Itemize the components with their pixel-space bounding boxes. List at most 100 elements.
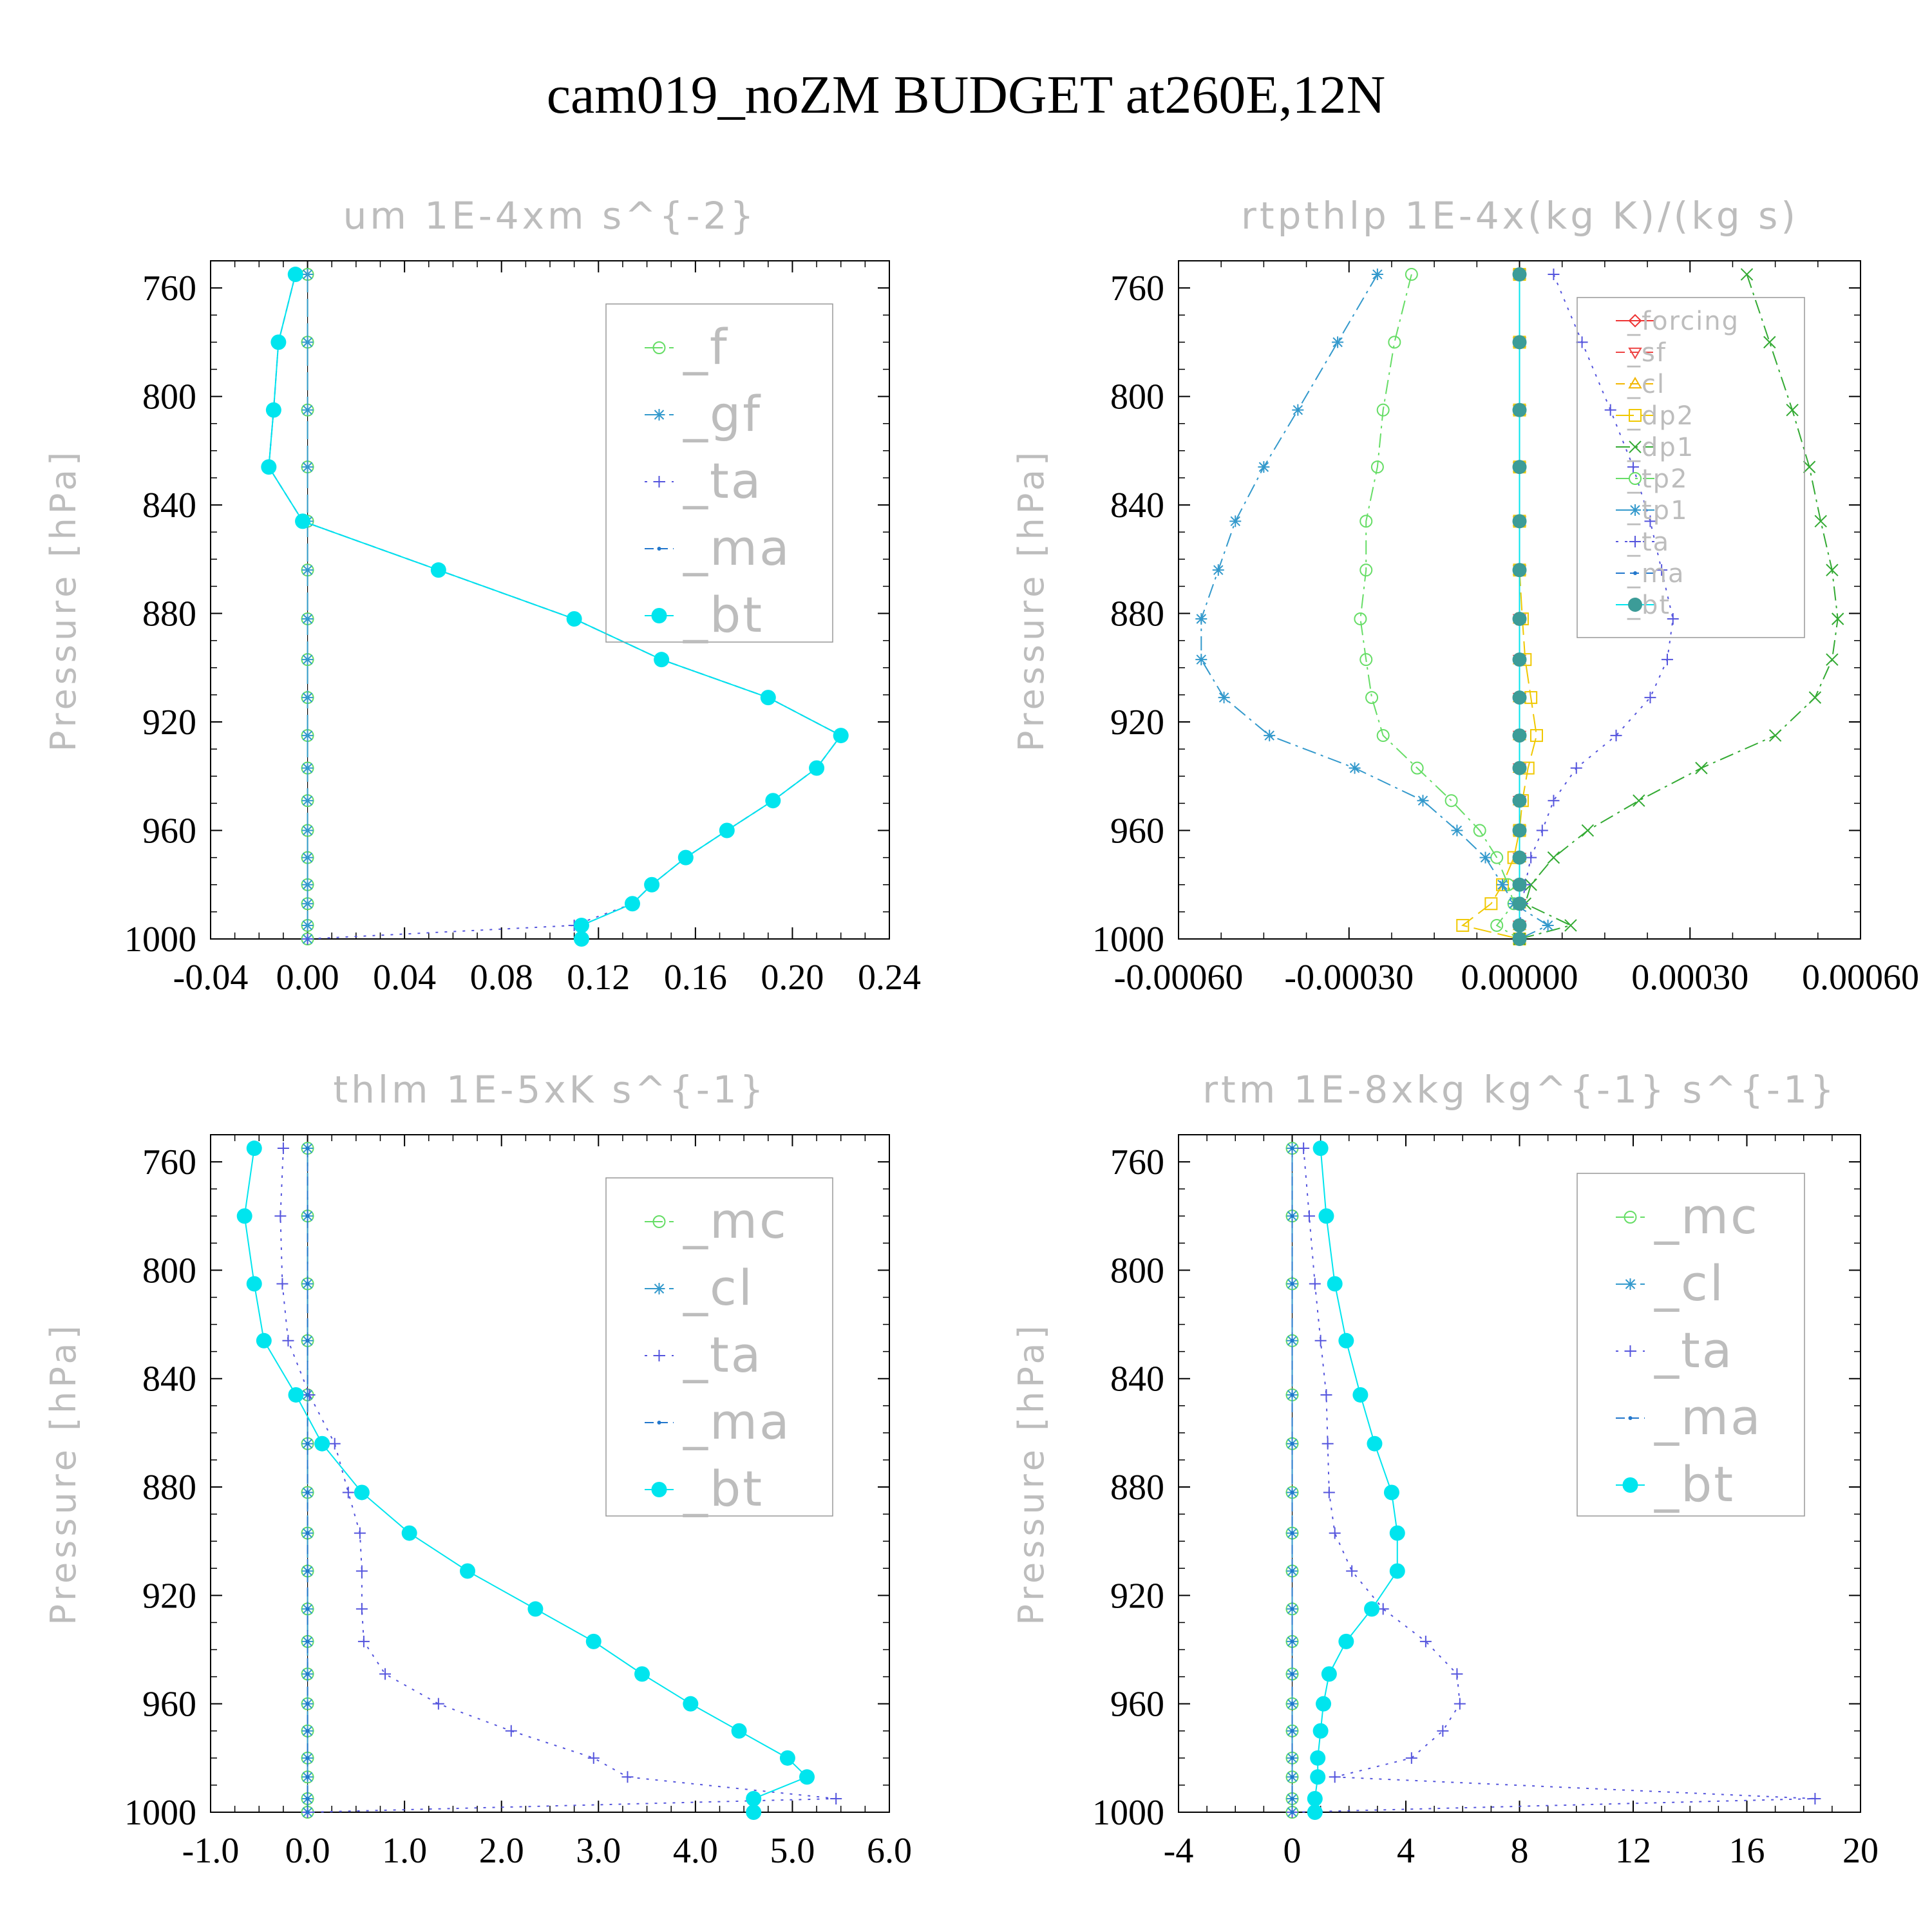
data-point <box>314 1435 330 1452</box>
y-tick-label: 840 <box>1110 1359 1164 1399</box>
y-tick-label: 840 <box>142 1359 196 1399</box>
legend-marker <box>1629 409 1642 422</box>
data-point <box>1490 918 1504 932</box>
data-point <box>1633 794 1645 807</box>
legend-label: _cl <box>1654 1255 1725 1312</box>
y-tick-label: 960 <box>1110 1685 1164 1725</box>
data-point <box>1290 1810 1294 1814</box>
x-tick-label: 0.00000 <box>1461 958 1578 998</box>
data-point <box>1512 611 1527 626</box>
data-point <box>1661 654 1673 666</box>
y-tick-label: 1000 <box>1092 920 1164 960</box>
data-point <box>303 1388 316 1401</box>
data-point <box>342 1486 354 1499</box>
data-point <box>256 1332 272 1349</box>
legend: _f _gf _ta _ma _bt <box>605 303 833 643</box>
data-point <box>1290 1672 1294 1676</box>
data-point <box>1290 1569 1294 1573</box>
data-point <box>301 878 314 891</box>
data-point <box>1312 1723 1329 1739</box>
data-point <box>1473 824 1486 837</box>
data-point <box>1512 335 1527 350</box>
data-point <box>1695 761 1708 775</box>
data-point <box>1290 1441 1294 1446</box>
data-point <box>1456 918 1470 932</box>
y-tick-label: 800 <box>142 1251 196 1291</box>
y-axis-label: Pressure [hPa] <box>43 448 84 752</box>
y-tick-label: 800 <box>142 377 196 417</box>
y-tick-label: 1000 <box>124 1793 196 1833</box>
data-point <box>1383 1484 1399 1501</box>
x-tick-label: 0.0 <box>285 1831 330 1871</box>
y-tick-label: 960 <box>1110 811 1164 851</box>
legend-marker <box>653 1350 665 1361</box>
data-point <box>305 1392 310 1397</box>
data-point <box>1367 1435 1383 1452</box>
x-tick-label: 20 <box>1842 1831 1879 1871</box>
legend: _forcing_sf_cl_dp2_dp1_tp2_tp1_ta_ma_bt <box>1577 297 1805 638</box>
data-point <box>301 851 314 864</box>
data-point <box>1525 851 1537 864</box>
panel-title: thlm 1E-5xK s^{-1} <box>333 1068 766 1112</box>
data-point <box>305 1282 310 1286</box>
data-point <box>1405 268 1418 281</box>
data-point <box>1512 793 1527 808</box>
data-point <box>573 917 589 933</box>
data-point <box>1417 795 1429 807</box>
data-point <box>1814 515 1827 528</box>
data-point <box>1484 897 1498 911</box>
series-line <box>1359 274 1520 940</box>
data-point <box>295 513 311 529</box>
panel-4: rtm 1E-8xkg kg^{-1} s^{-1} Pressure [hPa]… <box>1011 1068 1879 1871</box>
series-tp2 <box>1354 268 1526 945</box>
legend-box <box>1577 1173 1805 1517</box>
y-tick-label: 880 <box>1110 1468 1164 1508</box>
data-point <box>355 1565 368 1577</box>
data-point <box>1763 336 1776 349</box>
data-point <box>261 459 277 475</box>
x-tick-label: 4.0 <box>673 1831 718 1871</box>
legend-marker <box>1629 504 1641 516</box>
legend-marker <box>657 1421 661 1425</box>
data-point <box>305 1214 310 1218</box>
data-point <box>1195 612 1208 625</box>
legend-marker <box>1624 1278 1636 1290</box>
x-tick-label: -0.00060 <box>1114 958 1244 998</box>
data-point <box>1376 403 1390 417</box>
data-point <box>1327 1276 1343 1292</box>
data-point <box>1329 1527 1341 1539</box>
series-ta <box>1286 1142 1821 1818</box>
legend-label: _bt <box>1627 591 1671 620</box>
data-point <box>305 1701 310 1706</box>
data-point <box>573 931 589 947</box>
data-point <box>830 1792 842 1804</box>
legend-marker <box>1628 314 1642 328</box>
data-point <box>1290 1607 1294 1611</box>
legend-label: _f <box>683 318 729 375</box>
legend-label: _ta <box>683 452 762 509</box>
x-tick-label: 1.0 <box>382 1831 427 1871</box>
legend-label: _ma <box>683 1393 791 1450</box>
legend-marker <box>1622 1477 1638 1493</box>
legend-label: _dp1 <box>1627 433 1694 462</box>
data-point <box>379 1668 392 1680</box>
data-point <box>1512 460 1527 475</box>
legend-marker <box>653 409 665 421</box>
data-point <box>505 1725 517 1737</box>
data-point <box>305 1569 310 1573</box>
data-point <box>1264 730 1276 742</box>
data-point <box>274 1210 287 1222</box>
legend-box <box>1577 297 1805 638</box>
data-point <box>1542 919 1554 931</box>
legend-label: _ma <box>1627 559 1685 589</box>
data-point <box>1512 918 1527 933</box>
data-point <box>1321 1666 1337 1682</box>
series-line <box>1461 274 1537 940</box>
y-tick-label: 840 <box>1110 486 1164 526</box>
data-point <box>430 562 446 578</box>
y-tick-label: 1000 <box>124 920 196 960</box>
legend-label: _bt <box>1654 1455 1735 1513</box>
data-point <box>1512 761 1527 775</box>
series-ma <box>305 1146 310 1814</box>
y-tick-label: 920 <box>1110 1576 1164 1616</box>
